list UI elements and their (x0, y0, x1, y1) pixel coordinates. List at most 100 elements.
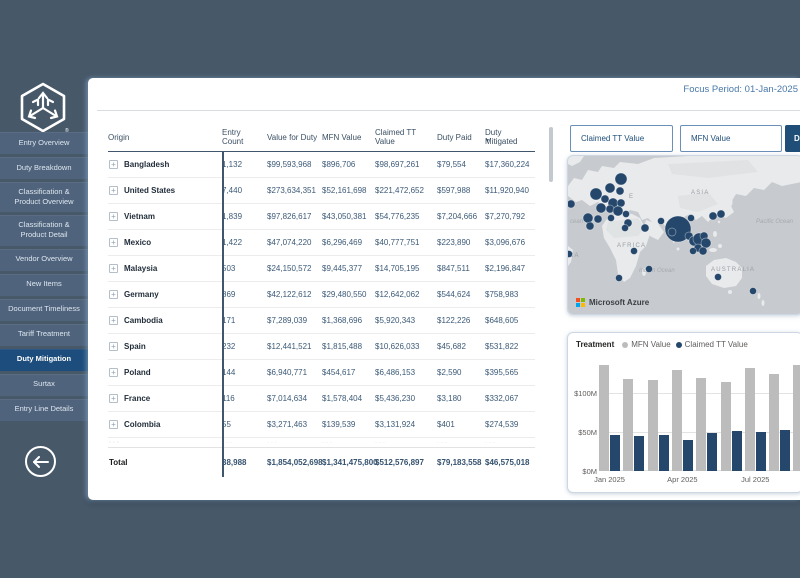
sidebar-item-document-timeliness[interactable]: Document Timeliness (0, 298, 88, 321)
sidebar-item-classification-product-detail[interactable]: Classification & Product Detail (0, 215, 88, 246)
world-bubble-map[interactable]: ASIA E AFRICA AUSTRALIA CA Pacific Ocean India… (567, 155, 800, 315)
column-header-origin[interactable]: Origin (108, 132, 130, 142)
column-header-duty-paid[interactable]: Duty Paid (437, 132, 472, 142)
cell-value: $12,642,062 (375, 290, 420, 299)
map-bubble[interactable] (568, 250, 573, 258)
map-bubble[interactable] (607, 214, 615, 222)
map-bubble[interactable] (622, 210, 630, 218)
bar-claimed-tt-value-feb-2025[interactable] (634, 436, 645, 471)
table-row-vietnam[interactable]: + Vietnam 1,839 $97,826,617 $43,050,381 $54,7… (108, 204, 535, 230)
map-bubble[interactable] (612, 205, 624, 217)
map-bubble[interactable] (621, 224, 629, 232)
map-bubble[interactable] (640, 223, 650, 233)
bar-claimed-tt-value-apr-2025[interactable] (682, 440, 693, 471)
map-bubble[interactable] (749, 287, 757, 295)
column-header-duty-mitigated[interactable]: Duty Mitigated ▼ (485, 128, 518, 146)
column-header-value-for-duty[interactable]: Value for Duty (267, 132, 318, 142)
bar-claimed-tt-value-jul-2025[interactable] (755, 432, 766, 471)
bar-mfn-value-aug-2025[interactable] (769, 374, 780, 471)
back-button[interactable] (25, 446, 56, 477)
table-row-france[interactable]: + France 116 $7,014,634 $1,578,404 $5,436,230… (108, 386, 535, 412)
bar-mfn-value-feb-2025[interactable] (623, 379, 634, 471)
map-bubble[interactable] (582, 212, 594, 224)
cell-value: $40,777,751 (375, 238, 420, 247)
expand-plus-icon[interactable]: + (109, 394, 118, 403)
map-bubble[interactable] (614, 172, 628, 186)
bar-mfn-value-may-2025[interactable] (696, 378, 707, 471)
table-row-mexico[interactable]: + Mexico 1,422 $47,074,220 $6,296,469 $40,777… (108, 230, 535, 256)
bar-mfn-value-apr-2025[interactable] (671, 370, 682, 471)
legend-item-mfn-value[interactable]: MFN Value (622, 340, 671, 349)
map-bubble[interactable] (645, 265, 653, 273)
bar-mfn-value-jun-2025[interactable] (720, 382, 731, 471)
table-row-cambodia[interactable]: + Cambodia 171 $7,289,039 $1,368,696 $5,920,3… (108, 308, 535, 334)
expand-plus-icon[interactable]: + (109, 342, 118, 351)
sidebar-item-entry-overview[interactable]: Entry Overview (0, 132, 88, 154)
cell-value: $99,593,968 (267, 160, 312, 169)
table-row-poland[interactable]: + Poland 144 $6,940,771 $454,617 $6,486,153 $2… (108, 360, 535, 386)
expand-plus-icon[interactable]: + (109, 160, 118, 169)
cell-value: 144 (222, 368, 236, 377)
sidebar-item-vendor-overview[interactable]: Vendor Overview (0, 248, 88, 271)
expand-plus-icon[interactable]: + (109, 238, 118, 247)
column-header-entry-count[interactable]: Entry Count (222, 128, 244, 146)
expand-plus-icon[interactable]: + (109, 264, 118, 273)
map-bubble[interactable] (615, 274, 623, 282)
filter-claimed-tt-value[interactable]: Claimed TT Value (570, 125, 673, 152)
duty-toggle-button[interactable]: D (785, 125, 800, 152)
bar-mfn-value-mar-2025[interactable] (647, 380, 658, 471)
map-bubble[interactable] (630, 247, 638, 255)
map-bubble[interactable] (595, 202, 607, 214)
sidebar-item-surtax[interactable]: Surtax (0, 373, 88, 396)
table-row-united-states[interactable]: + United States 7,440 $273,634,351 $52,161,6… (108, 178, 535, 204)
table-row-spain[interactable]: + Spain 232 $12,441,521 $1,815,488 $10,626,03… (108, 334, 535, 360)
map-bubble[interactable] (687, 214, 695, 222)
bar-claimed-tt-value-jun-2025[interactable] (731, 431, 742, 471)
map-bubble[interactable] (615, 186, 625, 196)
sidebar-item-duty-breakdown[interactable]: Duty Breakdown (0, 157, 88, 179)
map-bubble[interactable] (604, 182, 616, 194)
map-bubble[interactable] (714, 273, 722, 281)
bar-claimed-tt-value-may-2025[interactable] (707, 433, 718, 471)
map-bubble[interactable] (667, 227, 677, 237)
table-scrollbar[interactable] (549, 127, 553, 182)
map-bubble[interactable] (657, 217, 665, 225)
map-bubble[interactable] (716, 209, 726, 219)
table-row-bangladesh[interactable]: + Bangladesh 1,132 $99,593,968 $896,706 $98,6… (108, 152, 535, 178)
bar-claimed-tt-value-aug-2025[interactable] (780, 430, 791, 471)
map-bubble[interactable] (708, 211, 718, 221)
table-row-colombia[interactable]: + Colombia 55 $3,271,463 $139,539 $3,131,924 $… (108, 412, 535, 438)
map-bubble[interactable] (700, 237, 712, 249)
map-bubble[interactable] (593, 214, 603, 224)
bar-claimed-tt-value-jan-2025[interactable] (610, 435, 620, 471)
bar-mfn-value-jan-2025[interactable] (599, 365, 609, 471)
table-row-malaysia[interactable]: + Malaysia 503 $24,150,572 $9,445,377 $14,705… (108, 256, 535, 282)
column-header-mfn-value[interactable]: MFN Value (322, 132, 362, 142)
sidebar-item-new-items[interactable]: New Items (0, 273, 88, 296)
expand-plus-icon[interactable]: + (109, 420, 118, 429)
expand-plus-icon[interactable]: + (109, 368, 118, 377)
map-bubble[interactable] (600, 194, 610, 204)
map-bubble[interactable] (698, 246, 708, 256)
bar-mfn-value-sep-2025[interactable] (793, 365, 800, 471)
map-bubble[interactable] (589, 187, 603, 201)
cell-value: $274,539 (485, 420, 519, 429)
map-bubble[interactable] (689, 247, 697, 255)
map-bubble[interactable] (585, 221, 595, 231)
bar-mfn-value-jul-2025[interactable] (744, 368, 755, 471)
expand-plus-icon[interactable]: + (109, 316, 118, 325)
map-label-e: E (629, 194, 634, 200)
map-bubble[interactable] (568, 199, 576, 209)
legend-item-claimed-tt-value[interactable]: Claimed TT Value (675, 340, 748, 349)
sidebar-item-tariff-treatment[interactable]: Tariff Treatment (0, 323, 88, 346)
column-header-claimed-tt-value[interactable]: Claimed TT Value (375, 128, 417, 146)
expand-plus-icon[interactable]: + (109, 212, 118, 221)
expand-plus-icon[interactable]: + (109, 290, 118, 299)
sidebar-item-entry-line-details[interactable]: Entry Line Details (0, 398, 88, 421)
sidebar-item-classification-product-overview[interactable]: Classification & Product Overview (0, 182, 88, 213)
filter-mfn-value[interactable]: MFN Value (680, 125, 782, 152)
sidebar-item-duty-mitigation[interactable]: Duty Mitigation (0, 348, 88, 371)
table-row-germany[interactable]: + Germany 869 $42,122,612 $29,480,550 $12,642… (108, 282, 535, 308)
bar-claimed-tt-value-mar-2025[interactable] (658, 435, 669, 471)
expand-plus-icon[interactable]: + (109, 186, 118, 195)
